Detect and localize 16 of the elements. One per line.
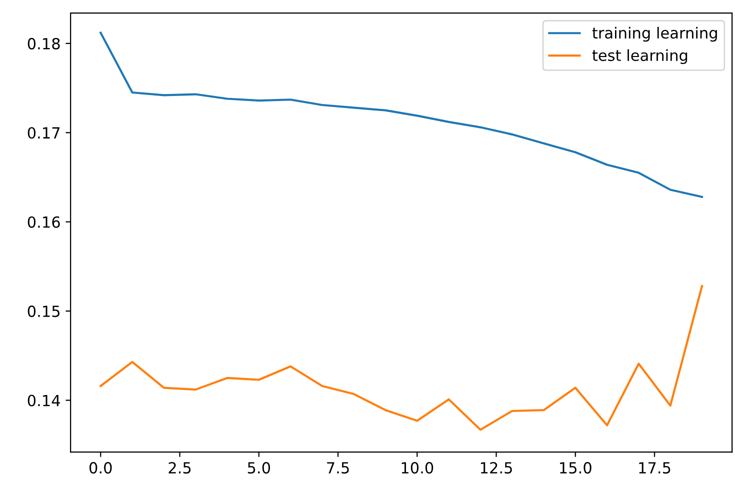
y-tick-label: 0.16 xyxy=(28,216,60,228)
y-tick-label: 0.14 xyxy=(28,394,60,406)
y-tick-label: 0.15 xyxy=(28,306,60,318)
x-tick-label: 17.5 xyxy=(639,462,670,474)
legend-label: training learning xyxy=(592,26,717,42)
y-tick-label: 0.17 xyxy=(28,127,60,139)
y-tick-label: 0.18 xyxy=(28,38,60,50)
legend-label: test learning xyxy=(592,49,688,64)
x-tick-label: 2.5 xyxy=(168,462,191,474)
line-series xyxy=(100,285,704,431)
x-tick-label: 0.0 xyxy=(89,462,112,474)
x-tick-label: 10.0 xyxy=(402,462,434,474)
x-tick-label: 5.0 xyxy=(248,462,270,474)
x-tick-label: 12.5 xyxy=(480,462,512,474)
x-tick-label: 7.5 xyxy=(327,462,349,474)
x-tick-label: 15.0 xyxy=(560,462,592,474)
